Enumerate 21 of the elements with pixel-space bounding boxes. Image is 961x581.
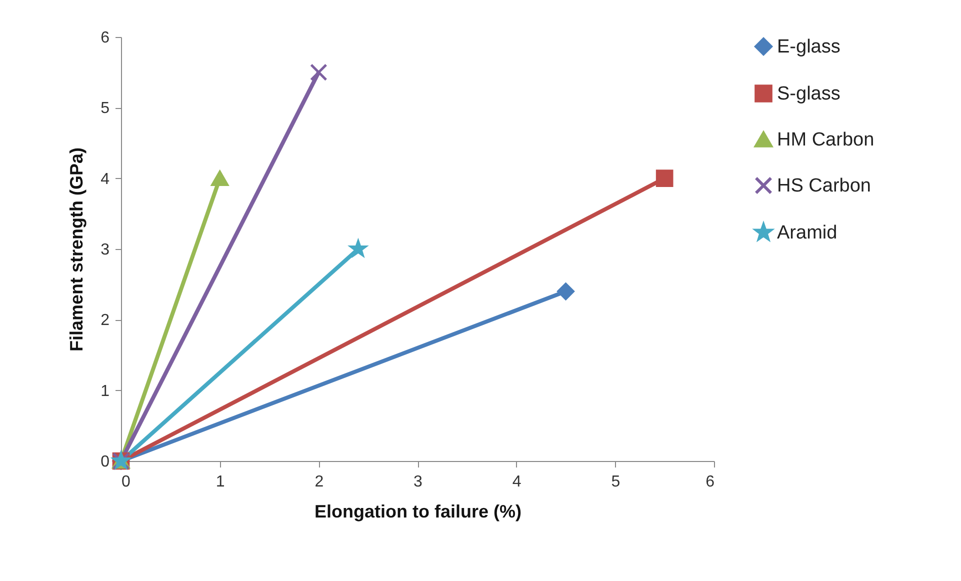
y-tick-label: 6 [100,30,110,46]
y-tick-label: 2 [100,312,110,330]
x-tick-label: 3 [414,474,423,490]
x-tick-label: 0 [122,474,130,490]
x-tick-label: 2 [314,474,324,490]
y-tick-label: 3 [100,242,110,258]
y-tick-label: 5 [100,100,110,118]
x-tick-label: 5 [611,474,620,490]
x-tick-label: 1 [216,474,225,490]
legend-label: HM Carbon [777,130,874,150]
legend-label: Aramid [777,222,838,244]
x-tick-label: 6 [706,474,715,490]
y-tick-label: 0 [100,454,110,470]
legend-label: HS Carbon [777,176,871,196]
legend-label: S-glass [777,84,840,104]
legend-label: E-glass [777,36,840,58]
y-tick-label: 4 [100,170,110,188]
x-tick-label: 4 [512,474,522,490]
y-axis-title: Filament strength (GPa) [66,147,87,352]
x-axis-title: Elongation to failure (%) [314,502,522,522]
y-tick-label: 1 [100,382,110,400]
